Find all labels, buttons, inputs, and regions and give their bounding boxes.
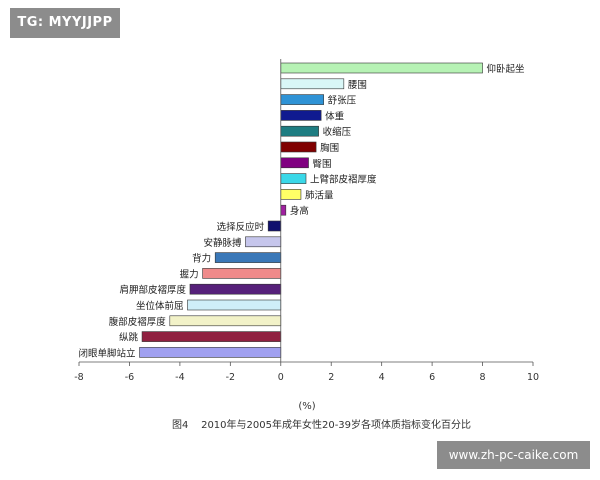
x-tick-label-3: -2 [226, 372, 235, 383]
watermark-top-left: TG: MYYJJPP [10, 8, 120, 38]
x-tick-label-6: 4 [379, 372, 385, 383]
bar-11 [245, 236, 282, 248]
bar-4 [280, 125, 319, 137]
x-tick-label-1: -6 [125, 372, 134, 383]
bar-label-18: 闭眼单脚站立 [79, 347, 136, 359]
chart-title: 图4 2010年与2005年成年女性20-39岁各项体质指标变化百分比 [172, 418, 471, 431]
x-tick-label-0: -8 [74, 372, 83, 383]
bar-label-10: 选择反应时 [217, 221, 265, 233]
bar-label-15: 坐位体前屈 [136, 300, 184, 312]
bar-0 [280, 62, 483, 74]
x-tick-label-2: -4 [175, 372, 184, 383]
bar-10 [267, 220, 282, 232]
bar-1 [280, 78, 345, 90]
bar-18 [139, 347, 282, 358]
bar-label-9: 身高 [290, 205, 309, 217]
bar-6 [280, 157, 309, 169]
bar-7 [280, 173, 307, 184]
bar-9 [280, 204, 287, 216]
bar-13 [202, 268, 282, 279]
bar-8 [280, 189, 302, 200]
bar-label-5: 胸围 [320, 142, 339, 154]
bar-17 [141, 331, 282, 342]
bar-label-7: 上臂部皮褶厚度 [310, 174, 377, 186]
bar-label-8: 肺活量 [305, 189, 334, 201]
bar-label-14: 肩胛部皮褶厚度 [119, 284, 186, 296]
bar-5 [280, 141, 317, 153]
bar-15 [187, 299, 282, 311]
bar-16 [169, 315, 282, 327]
bar-label-13: 握力 [180, 268, 199, 280]
bar-label-1: 腰围 [348, 80, 367, 91]
x-tick-label-7: 6 [429, 372, 435, 383]
bar-label-3: 体重 [325, 110, 345, 122]
x-tick-label-8: 8 [480, 372, 486, 383]
bar-label-2: 舒张压 [328, 95, 357, 107]
x-tick-label-5: 2 [328, 372, 334, 383]
bar-2 [280, 94, 324, 105]
bar-label-0: 仰卧起坐 [487, 63, 526, 75]
bar-label-17: 纵跳 [119, 332, 139, 344]
x-axis-label: (%) [298, 401, 315, 412]
bar-14 [189, 283, 282, 295]
watermark-bottom-right: www.zh-pc-caike.com [437, 441, 590, 469]
bar-12 [214, 252, 282, 263]
bar-label-12: 背力 [192, 253, 211, 265]
x-tick-label-4: 0 [278, 372, 284, 383]
bar-label-16: 腹部皮褶厚度 [109, 316, 167, 328]
bar-3 [280, 110, 322, 121]
bar-label-4: 收缩压 [323, 126, 352, 138]
bar-label-11: 安静脉搏 [203, 237, 242, 249]
bar-label-6: 臀围 [313, 159, 332, 170]
x-tick-label-9: 10 [527, 372, 539, 383]
